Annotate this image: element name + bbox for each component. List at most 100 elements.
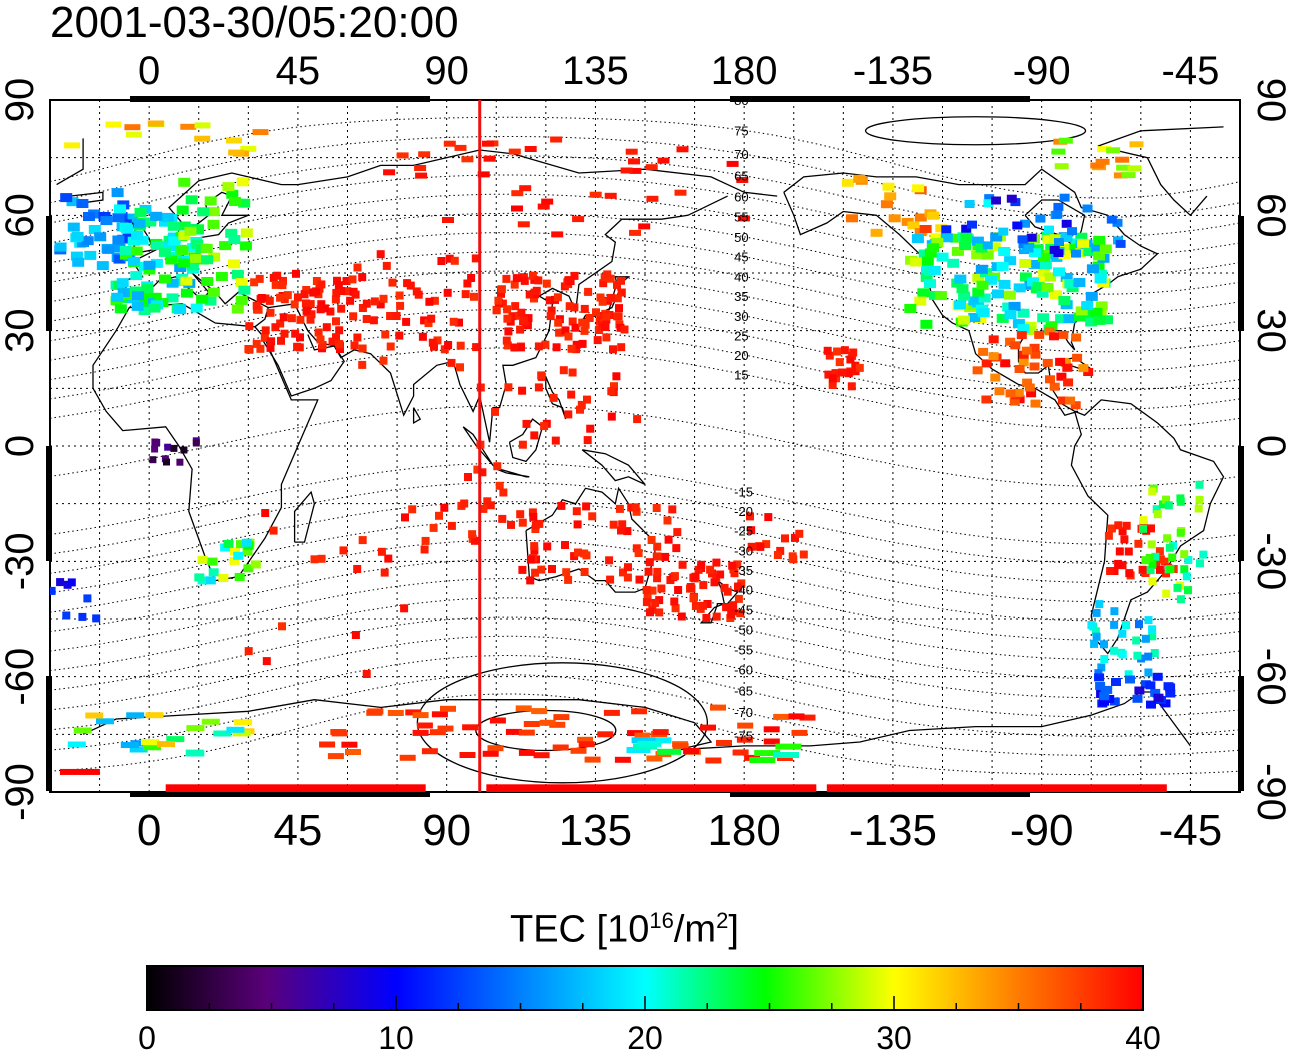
tec-point <box>273 271 282 280</box>
tec-point <box>1020 219 1030 228</box>
tec-point <box>168 236 181 246</box>
tec-point <box>507 520 515 529</box>
top-axis-label: -45 <box>1162 49 1220 93</box>
tec-point <box>602 333 611 342</box>
top-axis-label: 135 <box>562 49 629 93</box>
tec-point <box>914 213 927 222</box>
tec-point <box>114 304 127 314</box>
tec-point <box>518 729 535 736</box>
tec-point <box>1053 202 1064 211</box>
tec-point <box>972 287 985 297</box>
tec-point <box>828 374 837 383</box>
tec-point <box>76 199 89 208</box>
tec-point <box>578 339 587 348</box>
tec-point <box>459 752 476 758</box>
tec-point <box>1064 279 1077 289</box>
tec-point <box>545 296 554 305</box>
tec-point <box>1125 675 1135 684</box>
tec-point <box>71 231 84 241</box>
tec-point <box>468 530 477 539</box>
tec-point <box>762 540 771 549</box>
tec-point <box>1112 218 1123 227</box>
tec-point <box>351 290 360 299</box>
tec-point <box>1004 256 1017 266</box>
contour-label: -50 <box>734 622 753 637</box>
tec-point <box>539 719 556 726</box>
bottom-axis-label: 135 <box>559 806 632 855</box>
tec-point <box>242 547 253 556</box>
tec-point <box>266 343 275 352</box>
tec-point <box>1060 233 1073 242</box>
tec-point <box>613 294 622 303</box>
tec-point <box>119 250 132 260</box>
tec-point <box>327 753 344 760</box>
bottom-axis-label: -45 <box>1159 806 1223 855</box>
contour-label: 75 <box>734 123 748 138</box>
tec-point <box>1115 547 1124 556</box>
tec-point <box>617 288 626 297</box>
tec-point <box>529 512 538 521</box>
tec-point <box>280 329 289 338</box>
tec-point <box>494 296 503 305</box>
tec-point <box>1022 378 1033 387</box>
left-axis-label: 60 <box>0 193 42 238</box>
tec-point <box>351 631 360 639</box>
tec-point <box>143 744 161 751</box>
tec-point <box>593 336 602 345</box>
tec-point <box>1094 269 1107 279</box>
tec-point <box>551 436 560 445</box>
tec-point <box>491 407 499 416</box>
tec-point <box>456 363 464 372</box>
tec-point <box>200 243 213 253</box>
tec-point <box>384 554 393 563</box>
tec-point <box>855 363 864 372</box>
maglat-contour <box>50 116 1240 199</box>
tec-point <box>483 155 496 162</box>
tec-point <box>619 568 627 577</box>
tec-point <box>262 657 271 666</box>
tec-point <box>279 276 287 285</box>
tec-point <box>244 345 253 353</box>
tec-point <box>306 315 315 324</box>
contour-label: -65 <box>734 683 753 698</box>
tec-point <box>638 223 651 230</box>
contour-label: -75 <box>734 729 753 744</box>
tec-point <box>733 560 742 569</box>
tec-point <box>440 503 449 512</box>
maglat-contour <box>50 520 1240 603</box>
tec-point <box>576 405 584 414</box>
tec-point <box>201 277 214 286</box>
tec-strip <box>486 784 817 792</box>
tec-point <box>271 280 280 289</box>
tec-point <box>736 177 749 183</box>
tec-point <box>754 750 781 757</box>
tec-point <box>1158 500 1167 509</box>
tec-point <box>1145 681 1156 690</box>
tec-point <box>1148 625 1157 634</box>
tec-point <box>1134 539 1143 548</box>
tec-point <box>597 731 614 738</box>
tec-point <box>930 233 943 243</box>
tec-point <box>648 586 657 595</box>
tec-point <box>296 315 305 324</box>
tec-point <box>632 507 641 516</box>
tec-point <box>847 382 856 391</box>
tec-point <box>167 221 180 231</box>
contour-label: 50 <box>734 230 748 245</box>
tec-point <box>228 235 241 245</box>
tec-point <box>646 195 659 202</box>
contour-label-group: 80 75 70 65 60 55 50 45 40 35 30 25 20 15 -15 -20 -25 -30… <box>734 93 753 744</box>
tec-point <box>401 513 409 522</box>
tec-point <box>1097 146 1112 153</box>
tec-point <box>316 305 325 314</box>
tec-point <box>1173 583 1182 592</box>
tec-point <box>366 709 383 716</box>
tec-point <box>177 258 190 268</box>
tec-point <box>1037 313 1050 323</box>
tec-point <box>124 124 141 131</box>
tec-point <box>112 235 125 245</box>
tec-point <box>376 250 385 259</box>
tec-point <box>634 549 643 557</box>
tec-point <box>317 280 326 289</box>
tec-point <box>63 580 72 589</box>
